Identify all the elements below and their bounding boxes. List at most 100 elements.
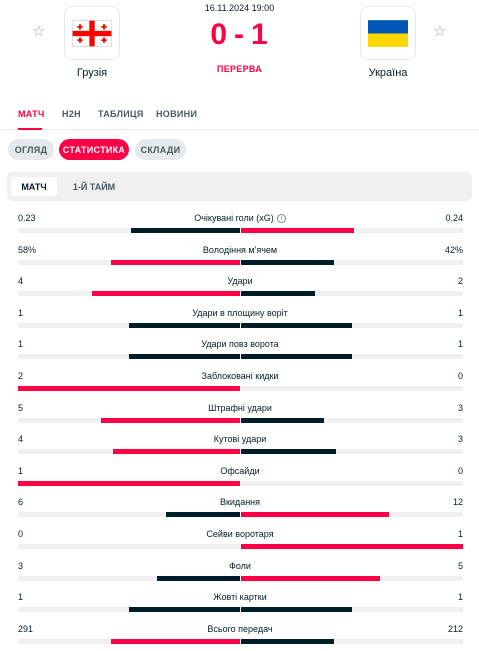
pill-statistics[interactable]: СТАТИСТИКА	[59, 139, 129, 160]
stat-home-value: 4	[18, 276, 24, 287]
ukraine-flag-icon	[368, 19, 408, 47]
stat-home-bar	[111, 259, 240, 265]
stat-home-bar	[129, 607, 240, 613]
stat-home-value: 3	[18, 560, 24, 571]
match-score: 0-1	[0, 18, 479, 52]
stat-label-text: Удари в площину воріт	[192, 307, 288, 318]
stat-home-value: 1	[18, 465, 24, 476]
stat-away-value: 2	[457, 276, 463, 287]
stat-home-bar	[129, 322, 240, 328]
stat-home-bar-track	[18, 386, 240, 391]
stat-away-bar-track	[241, 449, 463, 455]
stat-home-bar	[166, 512, 240, 518]
subtab-match[interactable]: МАТЧ	[11, 177, 57, 196]
stat-row: 3 Фоли 5	[0, 558, 479, 590]
pill-lineups[interactable]: СКЛАДИ	[135, 139, 186, 160]
stat-away-value: 1	[457, 339, 463, 350]
stat-home-bar-track	[18, 575, 240, 581]
pill-overview[interactable]: ОГЛЯД	[8, 139, 54, 160]
stat-away-value: 0	[457, 371, 463, 381]
stat-row: 291 Всього передач 212	[0, 621, 479, 651]
away-score: 1	[251, 18, 269, 51]
stat-away-bar	[241, 354, 352, 360]
tab-match[interactable]: МАТЧ	[18, 109, 45, 119]
tab-news[interactable]: НОВИНИ	[156, 109, 198, 119]
away-team-logo[interactable]	[360, 6, 416, 60]
stat-row: 6 Вкидання 12	[0, 494, 479, 526]
stat-label: Сейви воротаря	[90, 529, 390, 539]
stat-home-bar-track	[18, 322, 240, 328]
match-datetime: 16.11.2024 19:00	[204, 3, 275, 13]
stat-home-bar	[92, 291, 240, 297]
stat-label-text: Удари	[227, 276, 253, 287]
stat-label: Заблоковані кидки	[90, 371, 390, 381]
stat-label-text: Жовті картки	[213, 592, 267, 603]
stat-home-value: 291	[18, 623, 34, 634]
stat-row: 5 Штрафні удари 3	[0, 400, 479, 432]
stat-home-bar-track	[18, 354, 240, 360]
stat-label-text: Вкидання	[219, 497, 261, 508]
stat-label: Удари	[90, 276, 390, 286]
stat-home-bar	[111, 638, 240, 644]
stat-away-value: 3	[457, 434, 463, 445]
favorite-away-star-icon[interactable]: ☆	[433, 23, 447, 40]
stat-home-bar-track	[18, 638, 240, 644]
stat-label: Володіння м'ячем	[90, 245, 390, 255]
active-tab-indicator	[18, 128, 42, 130]
stat-away-bar-track	[241, 259, 463, 265]
stat-label-text: Штрафні удари	[208, 402, 272, 413]
home-score: 0	[210, 18, 228, 51]
stat-home-bar	[18, 386, 240, 391]
info-icon[interactable]: i	[276, 214, 286, 224]
subtab-first-half[interactable]: 1-Й ТАЙМ	[72, 181, 116, 192]
stat-home-bar-track	[18, 544, 240, 549]
stat-label: Удари повз ворота	[90, 339, 390, 349]
stat-away-bar-track	[241, 322, 463, 328]
stat-label: Штрафні удари	[90, 403, 390, 413]
stat-away-bar-track	[241, 228, 463, 233]
stat-away-bar-track	[241, 575, 463, 581]
period-subtabs: МАТЧ 1-Й ТАЙМ	[7, 172, 472, 201]
home-team-name[interactable]: Грузія	[76, 67, 108, 79]
stat-away-bar-track	[241, 544, 463, 549]
stat-label: Кутові удари	[90, 434, 390, 444]
stat-home-bar	[157, 575, 240, 581]
match-status: ПЕРЕРВА	[216, 64, 263, 74]
away-team-name[interactable]: Україна	[368, 67, 408, 79]
stat-label-text: Володіння м'ячем	[202, 244, 278, 255]
stat-away-value: 3	[457, 402, 463, 413]
stat-home-value: 1	[18, 339, 24, 350]
stat-row: 0 Сейви воротаря 1	[0, 526, 479, 558]
home-team-logo[interactable]	[64, 6, 120, 60]
stat-away-value: 5	[457, 560, 463, 571]
stat-away-value: 42%	[444, 244, 463, 255]
stat-label-text: Очікувані голи (xG)	[194, 213, 274, 223]
stat-home-value: 1	[18, 592, 24, 603]
stat-row: 2 Заблоковані кидки 0	[0, 368, 479, 400]
stat-away-bar-track	[241, 386, 463, 391]
stat-home-value: 0	[18, 529, 24, 539]
stat-home-value: 5	[18, 402, 24, 413]
georgia-flag-icon	[72, 19, 112, 47]
stat-away-bar	[241, 544, 463, 549]
stat-away-value: 0.24	[445, 213, 463, 223]
stat-label-text: Кутові удари	[213, 434, 267, 445]
stat-label: Всього передач	[90, 624, 390, 634]
stat-away-bar	[241, 228, 354, 233]
stat-away-bar	[241, 291, 315, 297]
favorite-home-star-icon[interactable]: ☆	[32, 23, 46, 40]
stat-away-bar	[241, 512, 389, 518]
stat-label-text: Офсайди	[220, 465, 260, 476]
stat-away-value: 1	[457, 529, 463, 539]
stat-away-bar	[241, 322, 352, 328]
stat-home-bar	[113, 449, 240, 455]
stat-row: 1 Жовті картки 1	[0, 589, 479, 621]
stat-home-value: 6	[18, 497, 24, 508]
stat-home-value: 58%	[18, 244, 37, 255]
stat-away-value: 1	[457, 307, 463, 318]
stat-label: Жовті картки	[90, 592, 390, 602]
tab-h2h[interactable]: H2H	[62, 109, 81, 119]
stat-away-value: 12	[452, 497, 463, 508]
stat-away-value: 0	[457, 465, 463, 476]
tab-table[interactable]: ТАБЛИЦЯ	[98, 109, 144, 119]
